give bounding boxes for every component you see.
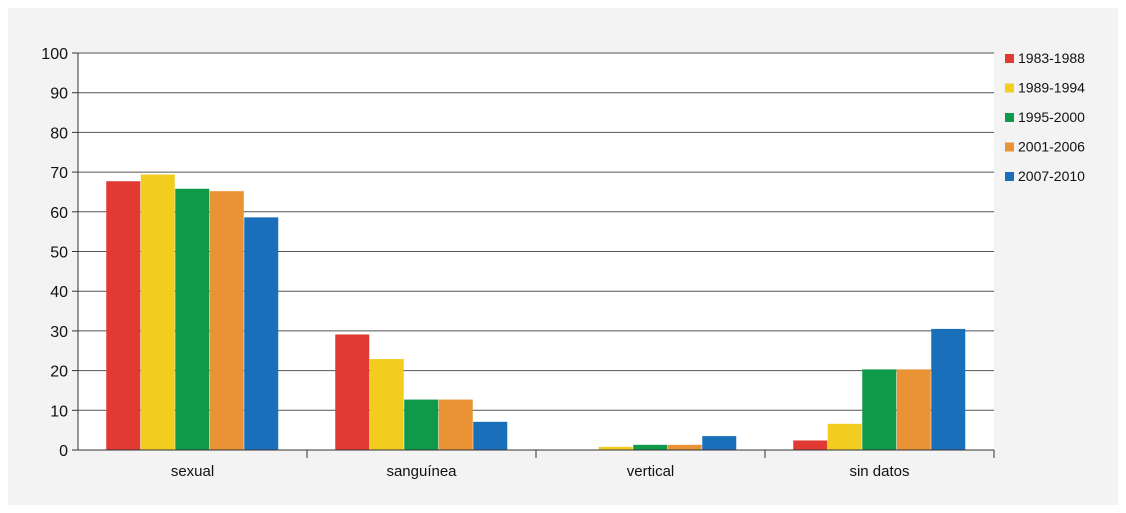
bar [369, 359, 404, 450]
bar [438, 399, 473, 450]
bar [827, 423, 862, 450]
bar [106, 181, 141, 450]
legend-swatch [1005, 113, 1014, 122]
y-tick-label: 80 [50, 125, 68, 142]
legend-label: 1989-1994 [1018, 80, 1085, 96]
bar [598, 446, 633, 450]
bar [335, 334, 370, 450]
y-tick-label: 70 [50, 165, 68, 182]
y-tick-label: 20 [50, 364, 68, 381]
chart-frame: 0 10 20 30 40 50 60 70 80 90 100 sexual sanguínea ve… [8, 8, 1118, 505]
x-category-label: sanguínea [386, 463, 457, 480]
bar [667, 444, 702, 450]
x-category-labels: sexual sanguínea vertical sin datos [171, 463, 910, 480]
y-tick-label: 30 [50, 324, 68, 341]
bar [209, 191, 244, 450]
bar-chart: 0 10 20 30 40 50 60 70 80 90 100 sexual sanguínea ve… [41, 46, 1085, 480]
bar [793, 440, 828, 450]
legend-swatch [1005, 142, 1014, 152]
bar [896, 369, 931, 450]
legend-swatch [1005, 83, 1014, 93]
bar [633, 444, 668, 450]
bar [702, 436, 737, 450]
legend-swatch [1005, 54, 1014, 63]
bar [862, 369, 897, 450]
y-tick-label: 40 [50, 284, 68, 301]
legend-label: 1983-1988 [1018, 50, 1085, 66]
bar [140, 174, 175, 450]
y-tick-label: 100 [41, 46, 68, 63]
legend-label: 2007-2010 [1018, 168, 1085, 184]
bar [931, 328, 966, 450]
x-category-label: sin datos [849, 463, 909, 480]
bars [106, 174, 966, 451]
x-category-label: vertical [627, 463, 675, 480]
legend: 1983-1988 1989-1994 1995-2000 2001-2006 2007… [1005, 50, 1085, 184]
y-tick-label: 90 [50, 86, 68, 103]
y-tick-label: 10 [50, 403, 68, 420]
bar [404, 399, 439, 450]
y-tick-label: 0 [59, 443, 68, 460]
bar [175, 188, 210, 451]
legend-label: 1995-2000 [1018, 109, 1085, 125]
legend-label: 2001-2006 [1018, 139, 1085, 155]
legend-swatch [1005, 172, 1014, 181]
x-category-label: sexual [171, 463, 214, 480]
bar [244, 217, 279, 450]
axes [72, 52, 995, 458]
y-tick-labels: 0 10 20 30 40 50 60 70 80 90 100 [41, 46, 68, 460]
bar [473, 421, 508, 450]
y-tick-label: 50 [50, 245, 68, 262]
y-tick-label: 60 [50, 205, 68, 222]
